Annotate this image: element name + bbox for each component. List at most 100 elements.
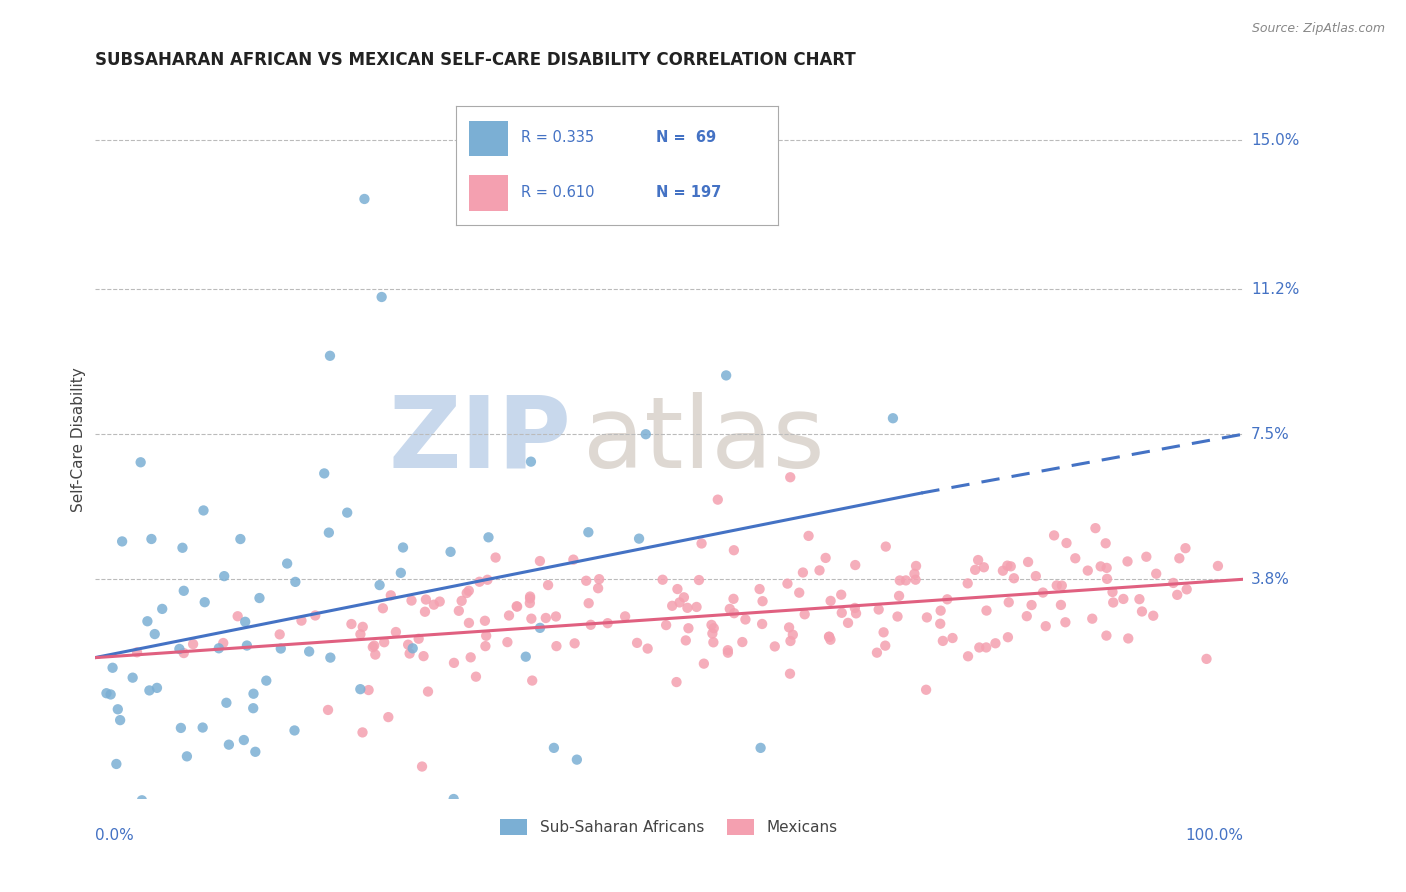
- Point: [141, 532, 163, 546]
- Point: [872, 625, 894, 640]
- Point: [108, 713, 131, 727]
- Point: [361, 640, 384, 654]
- Point: [1095, 572, 1118, 586]
- Point: [515, 649, 537, 664]
- Point: [976, 604, 998, 618]
- Point: [666, 582, 689, 596]
- Point: [208, 641, 231, 656]
- Point: [1032, 585, 1054, 599]
- Point: [844, 601, 866, 615]
- Text: 3.8%: 3.8%: [1251, 572, 1291, 587]
- Point: [875, 639, 897, 653]
- Point: [506, 599, 529, 614]
- Point: [814, 550, 837, 565]
- Text: ZIP: ZIP: [388, 392, 571, 489]
- Point: [792, 566, 814, 580]
- Point: [820, 594, 842, 608]
- Point: [564, 636, 586, 650]
- Point: [1128, 592, 1150, 607]
- Point: [443, 656, 465, 670]
- Point: [254, 673, 277, 688]
- Point: [776, 576, 799, 591]
- Point: [676, 600, 699, 615]
- Point: [688, 573, 710, 587]
- Point: [429, 594, 451, 608]
- Legend: Sub-Saharan Africans, Mexicans: Sub-Saharan Africans, Mexicans: [494, 814, 844, 841]
- Point: [565, 753, 588, 767]
- Point: [974, 640, 997, 655]
- Point: [316, 703, 339, 717]
- Point: [468, 574, 491, 589]
- Point: [284, 574, 307, 589]
- Point: [408, 632, 430, 646]
- Point: [349, 682, 371, 697]
- Point: [352, 725, 374, 739]
- Point: [1130, 605, 1153, 619]
- Point: [242, 687, 264, 701]
- Point: [1035, 619, 1057, 633]
- Point: [519, 591, 541, 606]
- Point: [578, 596, 600, 610]
- Point: [193, 503, 215, 517]
- Point: [520, 612, 543, 626]
- Point: [797, 529, 820, 543]
- Point: [973, 560, 995, 574]
- Point: [894, 574, 917, 588]
- Point: [714, 368, 737, 383]
- Point: [887, 589, 910, 603]
- Point: [717, 643, 740, 657]
- Point: [298, 644, 321, 658]
- Text: 100.0%: 100.0%: [1185, 828, 1243, 843]
- Point: [484, 550, 506, 565]
- Point: [529, 554, 551, 568]
- Point: [984, 636, 1007, 650]
- Point: [474, 639, 496, 653]
- Point: [212, 569, 235, 583]
- Point: [731, 635, 754, 649]
- Point: [965, 563, 987, 577]
- Point: [546, 639, 568, 653]
- Point: [276, 557, 298, 571]
- Point: [1168, 551, 1191, 566]
- Point: [997, 595, 1019, 609]
- Point: [723, 591, 745, 606]
- Point: [626, 636, 648, 650]
- Point: [576, 525, 599, 540]
- Point: [734, 612, 756, 626]
- Point: [1174, 541, 1197, 556]
- Point: [496, 635, 519, 649]
- Point: [723, 606, 745, 620]
- Point: [357, 683, 380, 698]
- Point: [717, 646, 740, 660]
- Point: [1043, 528, 1066, 542]
- Point: [96, 686, 118, 700]
- Point: [672, 591, 695, 605]
- Point: [413, 605, 436, 619]
- Point: [575, 574, 598, 588]
- Point: [763, 640, 786, 654]
- Point: [703, 621, 725, 635]
- Point: [474, 614, 496, 628]
- Point: [218, 738, 240, 752]
- Point: [232, 733, 254, 747]
- Point: [172, 541, 194, 555]
- Text: 15.0%: 15.0%: [1251, 133, 1299, 148]
- Point: [229, 532, 252, 546]
- Point: [929, 616, 952, 631]
- Point: [173, 583, 195, 598]
- Point: [537, 578, 560, 592]
- Point: [352, 620, 374, 634]
- Point: [886, 609, 908, 624]
- Point: [665, 675, 688, 690]
- Point: [915, 682, 938, 697]
- Point: [543, 740, 565, 755]
- Point: [401, 593, 423, 607]
- Point: [460, 650, 482, 665]
- Point: [181, 637, 204, 651]
- Point: [1175, 582, 1198, 597]
- Point: [396, 638, 419, 652]
- Point: [191, 721, 214, 735]
- Point: [782, 628, 804, 642]
- Point: [389, 566, 412, 580]
- Point: [1090, 559, 1112, 574]
